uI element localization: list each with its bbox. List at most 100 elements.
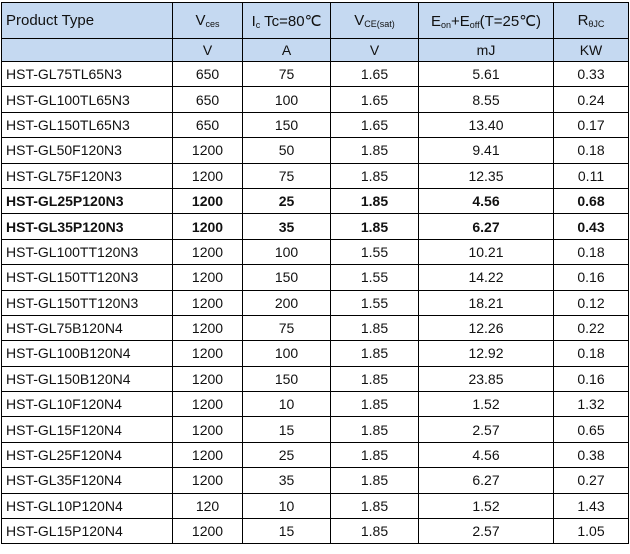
unit-cell: mJ xyxy=(418,38,554,62)
value-cell: 12.92 xyxy=(418,340,554,367)
unit-cell: V xyxy=(172,38,243,62)
unit-cell: V xyxy=(330,38,419,62)
value-cell: 1200 xyxy=(172,365,243,393)
value-cell: 15 xyxy=(242,518,331,545)
value-cell: 650 xyxy=(172,60,243,88)
value-cell: 6.27 xyxy=(418,467,554,494)
value-cell: 10 xyxy=(242,391,331,418)
spec-table: Product Type Vces Ic Tc=80℃ VCE(sat) Eon+Eof… xyxy=(1,2,629,545)
product-cell: HST-GL75F120N3 xyxy=(1,162,173,189)
value-cell: 0.65 xyxy=(553,416,629,443)
header-text: Tc=80℃ xyxy=(260,12,322,30)
value-cell: 0.12 xyxy=(553,289,629,316)
value-cell: 1200 xyxy=(172,187,243,215)
product-cell: HST-GL10P120N4 xyxy=(1,492,173,520)
header-subscript: ces xyxy=(205,19,220,29)
value-cell: 1.55 xyxy=(330,238,419,266)
value-cell: 2.57 xyxy=(418,416,554,443)
value-cell: 50 xyxy=(242,137,331,164)
value-cell: 5.61 xyxy=(418,60,554,88)
value-cell: 12.26 xyxy=(418,314,554,342)
value-cell: 0.18 xyxy=(553,137,629,164)
header-subscript: θJC xyxy=(588,19,605,29)
value-cell: 100 xyxy=(242,86,331,113)
value-cell: 1.85 xyxy=(330,314,419,342)
value-cell: 1200 xyxy=(172,467,243,494)
header-text: E xyxy=(430,12,441,30)
data-row: HST-GL25F120N4 1200 25 1.85 4.56 0.38 xyxy=(1,441,629,469)
unit-cell: KW xyxy=(553,38,629,62)
product-cell: HST-GL15P120N4 xyxy=(1,518,173,545)
value-cell: 10.21 xyxy=(418,238,554,266)
value-cell: 1.52 xyxy=(418,391,554,418)
data-row: HST-GL15P120N4 1200 15 1.85 2.57 1.05 xyxy=(1,518,629,545)
value-cell: 1.85 xyxy=(330,365,419,393)
value-cell: 1200 xyxy=(172,416,243,443)
data-row: HST-GL15F120N4 1200 15 1.85 2.57 0.65 xyxy=(1,416,629,443)
value-cell: 1.55 xyxy=(330,289,419,316)
value-cell: 0.38 xyxy=(553,441,629,469)
value-cell: 1.85 xyxy=(330,467,419,494)
value-cell: 9.41 xyxy=(418,137,554,164)
product-cell: HST-GL150TT120N3 xyxy=(1,289,173,316)
value-cell: 0.16 xyxy=(553,264,629,291)
header-text: Product Type xyxy=(6,12,95,29)
value-cell: 150 xyxy=(242,264,331,291)
data-row: HST-GL150B120N4 1200 150 1.85 23.85 0.16 xyxy=(1,365,629,393)
value-cell: 1.32 xyxy=(553,391,629,418)
data-row: HST-GL100TT120N3 1200 100 1.55 10.21 0.18 xyxy=(1,238,629,266)
header-cell: VCE(sat) xyxy=(330,2,419,39)
data-row: HST-GL35P120N3 1200 35 1.85 6.27 0.43 xyxy=(1,213,629,240)
header-cell: Product Type xyxy=(1,2,173,39)
value-cell: 4.56 xyxy=(418,187,554,215)
value-cell: 1200 xyxy=(172,213,243,240)
value-cell: 100 xyxy=(242,340,331,367)
data-row: HST-GL50F120N3 1200 50 1.85 9.41 0.18 xyxy=(1,137,629,164)
data-row: HST-GL100B120N4 1200 100 1.85 12.92 0.18 xyxy=(1,340,629,367)
value-cell: 0.17 xyxy=(553,111,629,139)
product-cell: HST-GL15F120N4 xyxy=(1,416,173,443)
value-cell: 0.43 xyxy=(553,213,629,240)
header-text: (T=25℃) xyxy=(479,12,542,30)
value-cell: 1.85 xyxy=(330,340,419,367)
data-row: HST-GL150TT120N3 1200 150 1.55 14.22 0.16 xyxy=(1,264,629,291)
data-row: HST-GL35F120N4 1200 35 1.85 6.27 0.27 xyxy=(1,467,629,494)
value-cell: 25 xyxy=(242,187,331,215)
value-cell: 1.65 xyxy=(330,111,419,139)
table-body: HST-GL75TL65N3 650 75 1.65 5.61 0.33 HST-GL100… xyxy=(1,60,629,545)
header-subscript: off xyxy=(469,19,480,30)
product-cell: HST-GL100TL65N3 xyxy=(1,86,173,113)
value-cell: 0.11 xyxy=(553,162,629,189)
value-cell: 1.55 xyxy=(330,264,419,291)
product-cell: HST-GL100TT120N3 xyxy=(1,238,173,266)
value-cell: 75 xyxy=(242,162,331,189)
data-row: HST-GL150TL65N3 650 150 1.65 13.40 0.17 xyxy=(1,111,629,139)
value-cell: 1200 xyxy=(172,518,243,545)
value-cell: 1200 xyxy=(172,137,243,164)
value-cell: 1.85 xyxy=(330,137,419,164)
value-cell: 0.33 xyxy=(553,60,629,88)
product-cell: HST-GL100B120N4 xyxy=(1,340,173,367)
header-text: I xyxy=(251,12,256,30)
value-cell: 1200 xyxy=(172,162,243,189)
value-cell: 1.85 xyxy=(330,492,419,520)
value-cell: 1.85 xyxy=(330,187,419,215)
header-cell: RθJC xyxy=(553,2,629,39)
value-cell: 75 xyxy=(242,314,331,342)
value-cell: 1.85 xyxy=(330,441,419,469)
value-cell: 1200 xyxy=(172,314,243,342)
unit-cell xyxy=(1,38,173,62)
header-subscript: on xyxy=(440,19,451,30)
value-cell: 1.85 xyxy=(330,518,419,545)
header-cell: Ic Tc=80℃ xyxy=(242,2,331,39)
value-cell: 1.85 xyxy=(330,213,419,240)
value-cell: 14.22 xyxy=(418,264,554,291)
value-cell: 35 xyxy=(242,467,331,494)
product-cell: HST-GL150B120N4 xyxy=(1,365,173,393)
value-cell: 18.21 xyxy=(418,289,554,316)
value-cell: 25 xyxy=(242,441,331,469)
value-cell: 1.85 xyxy=(330,391,419,418)
value-cell: 120 xyxy=(172,492,243,520)
value-cell: 0.24 xyxy=(553,86,629,113)
value-cell: 0.18 xyxy=(553,340,629,367)
